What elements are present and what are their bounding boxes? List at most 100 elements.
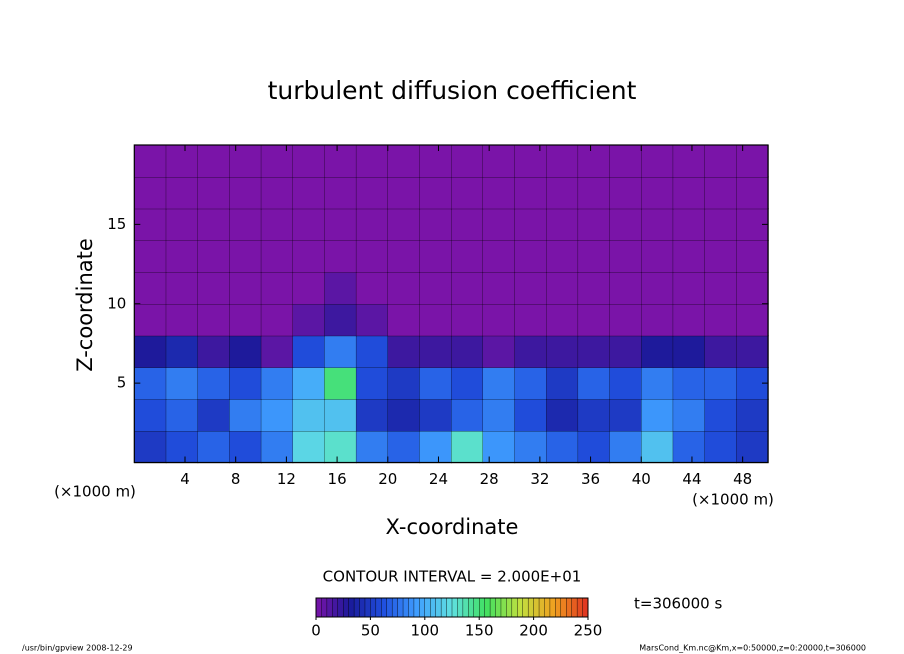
field-cell xyxy=(641,271,674,305)
field-cell xyxy=(387,176,421,210)
field-cell xyxy=(355,303,389,337)
x-tick-label: 20 xyxy=(378,470,397,488)
field-cell xyxy=(672,303,706,337)
colorbar-swatch xyxy=(337,597,344,618)
field-cell xyxy=(419,271,452,305)
colorbar-swatch xyxy=(326,597,333,618)
field-cell xyxy=(355,335,389,368)
colorbar-swatch xyxy=(495,597,502,618)
field-cell xyxy=(482,335,516,368)
x-tick-label: 8 xyxy=(231,470,241,488)
field-cell xyxy=(324,303,357,337)
field-cell xyxy=(197,176,231,210)
field-cell xyxy=(704,398,737,432)
x-tick-label: 16 xyxy=(328,470,347,488)
y-tick-label: 15 xyxy=(107,215,126,233)
colorbar-swatch xyxy=(462,597,469,618)
colorbar-swatch xyxy=(375,597,382,618)
field-cell xyxy=(672,367,706,400)
field-cell xyxy=(546,144,579,178)
field-cell xyxy=(704,144,737,178)
field-cell xyxy=(324,367,357,400)
x-tick-label: 44 xyxy=(682,470,701,488)
colorbar-swatch xyxy=(479,597,486,618)
colorbar-tick-label: 50 xyxy=(361,622,380,640)
field-cell xyxy=(355,398,389,432)
colorbar-swatch xyxy=(517,597,524,618)
x-tick-label: 32 xyxy=(530,470,549,488)
field-cell xyxy=(609,144,642,178)
colorbar-tick-label: 250 xyxy=(574,622,603,640)
field-cell xyxy=(641,240,674,273)
field-cell xyxy=(704,176,737,210)
field-cell xyxy=(450,144,484,178)
field-cell xyxy=(546,367,579,400)
field-cell xyxy=(260,335,294,368)
colorbar-swatch xyxy=(566,597,573,618)
field-cell xyxy=(672,271,706,305)
field-cell xyxy=(355,367,389,400)
field-cell xyxy=(546,208,579,241)
colorbar-swatch xyxy=(413,597,420,618)
colorbar-swatch xyxy=(500,597,507,618)
field-cell xyxy=(704,271,737,305)
field-cell xyxy=(292,303,326,337)
field-cell xyxy=(197,208,231,241)
field-cell xyxy=(197,430,231,464)
field-cell xyxy=(419,208,452,241)
field-cell xyxy=(641,430,674,464)
field-cell xyxy=(482,367,516,400)
field-cell xyxy=(165,240,199,273)
colorbar-swatch xyxy=(408,597,415,618)
y-tick-label: 5 xyxy=(117,374,127,392)
field-cell xyxy=(134,303,167,337)
field-cell xyxy=(577,335,611,368)
colorbar-swatch xyxy=(391,597,399,618)
field-cell xyxy=(387,303,421,337)
field-cell xyxy=(450,176,484,210)
field-cell xyxy=(609,398,642,432)
field-cell xyxy=(450,367,484,400)
field-cell xyxy=(609,303,642,337)
field-cell xyxy=(546,240,579,273)
field-cell xyxy=(736,144,769,178)
field-cell xyxy=(672,398,706,432)
field-cell xyxy=(577,176,611,210)
field-cell xyxy=(736,335,769,368)
field-cell xyxy=(324,240,357,273)
field-cell xyxy=(387,367,421,400)
colorbar-swatch xyxy=(473,597,480,618)
field-cell xyxy=(450,430,484,464)
field-cell xyxy=(609,176,642,210)
x-tick-label: 4 xyxy=(180,470,190,488)
field-cell xyxy=(577,303,611,337)
colorbar-swatch xyxy=(451,597,458,618)
field-cell xyxy=(736,240,769,273)
field-cell xyxy=(229,176,262,210)
colorbar-swatch xyxy=(397,597,404,618)
field-cell xyxy=(672,208,706,241)
field-cell xyxy=(292,240,326,273)
colorbar-swatch xyxy=(468,597,475,618)
field-cell xyxy=(641,208,674,241)
field-cell xyxy=(577,367,611,400)
field-cell xyxy=(229,398,262,432)
field-cell xyxy=(229,271,262,305)
field-cell xyxy=(419,144,452,178)
field-cell xyxy=(482,176,516,210)
field-cell xyxy=(514,430,547,464)
x-tick-label: 24 xyxy=(429,470,448,488)
colorbar-tick-label: 150 xyxy=(465,622,494,640)
contour-interval: CONTOUR INTERVAL = 2.000E+01 xyxy=(323,568,582,586)
x-unit-label: (×1000 m) xyxy=(692,491,774,509)
field-cell xyxy=(609,240,642,273)
x-tick-label: 36 xyxy=(581,470,600,488)
field-cell xyxy=(704,335,737,368)
field-cell xyxy=(229,144,262,178)
field-cell xyxy=(324,430,357,464)
field-cell xyxy=(292,430,326,464)
field-cell xyxy=(355,271,389,305)
field-cell xyxy=(450,398,484,432)
field-cell xyxy=(546,303,579,337)
field-cell xyxy=(260,367,294,400)
